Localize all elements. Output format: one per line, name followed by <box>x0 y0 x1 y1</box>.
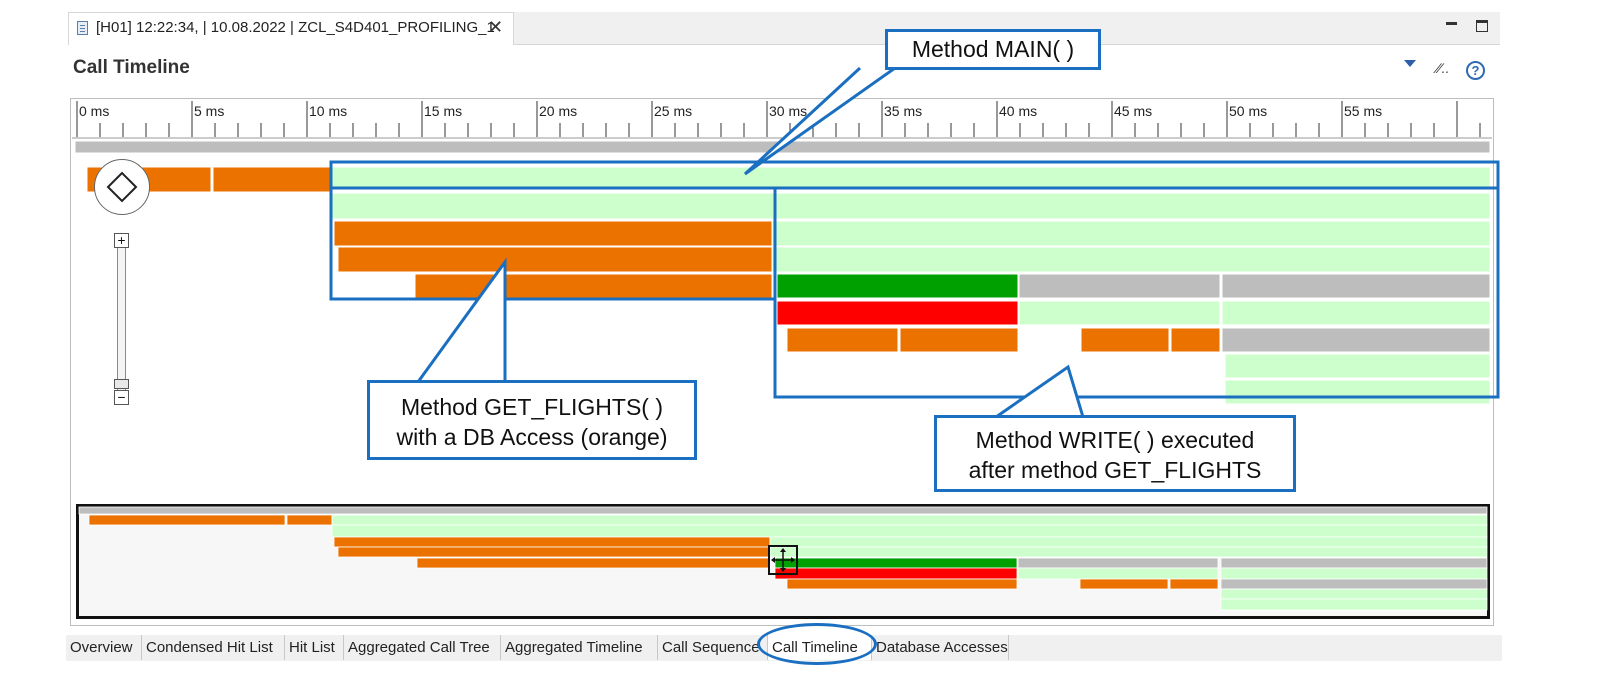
active-tab-highlight <box>757 623 877 665</box>
tab-condensed-hit-list[interactable]: Condensed Hit List <box>142 635 285 660</box>
ruler-label: 45 ms <box>1114 103 1152 119</box>
overview-bar <box>769 536 1488 548</box>
document-icon <box>77 21 88 35</box>
overview-bar <box>774 557 1018 569</box>
callout-get-flights-line1: Method GET_FLIGHTS( ) <box>400 394 663 420</box>
overview-bar <box>1220 588 1488 600</box>
ruler-label: 0 ms <box>79 103 109 119</box>
tab-database-accesses[interactable]: Database Accesses <box>872 635 1009 660</box>
overview-bar <box>1220 578 1488 590</box>
help-icon[interactable]: ? <box>1466 61 1485 80</box>
overview-bar <box>1220 557 1488 569</box>
tab-call-sequence[interactable]: Call Sequence <box>658 635 768 660</box>
close-icon[interactable]: ✕ <box>488 17 504 37</box>
overview-bar <box>786 578 1018 590</box>
tab-aggregated-call-tree[interactable]: Aggregated Call Tree <box>344 635 501 660</box>
overview-bar <box>774 567 1018 580</box>
zoom-in-button[interactable]: + <box>114 233 129 248</box>
overview-bar <box>88 514 286 526</box>
overview-bar <box>1169 578 1219 590</box>
tab-hit-list[interactable]: Hit List <box>285 635 344 660</box>
overview-bar <box>416 557 771 569</box>
zoom-out-button[interactable]: − <box>114 390 129 405</box>
minimize-icon[interactable] <box>1445 17 1459 31</box>
callout-main: Method MAIN( ) <box>885 29 1101 70</box>
maximize-icon[interactable] <box>1476 20 1488 32</box>
view-menu-icon[interactable] <box>1404 60 1416 67</box>
overview-bar <box>333 536 771 548</box>
callout-write: Method WRITE( ) executed after method GE… <box>934 415 1296 492</box>
editor-tab-title[interactable]: [H01] 12:22:34, | 10.08.2022 | ZCL_S4D40… <box>96 19 495 36</box>
callout-write-line2: after method GET_FLIGHTS <box>968 457 1262 483</box>
ruler-label: 10 ms <box>309 103 347 119</box>
zoom-slider-thumb[interactable] <box>114 379 129 389</box>
filter-icon[interactable]: ∕∕.. <box>1437 60 1450 76</box>
ruler-label: 55 ms <box>1344 103 1382 119</box>
overview-bar <box>1220 567 1488 580</box>
callout-get-flights: Method GET_FLIGHTS( ) with a DB Access (… <box>367 380 697 460</box>
callout-write-line1: Method WRITE( ) executed <box>975 427 1255 453</box>
tab-aggregated-timeline[interactable]: Aggregated Timeline <box>501 635 658 660</box>
ruler-label: 25 ms <box>654 103 692 119</box>
editor-tab[interactable] <box>68 12 514 45</box>
move-handle-icon[interactable] <box>768 545 798 575</box>
overview-bar <box>337 546 771 558</box>
timeline-bar <box>212 166 332 193</box>
ruler-label: 20 ms <box>539 103 577 119</box>
overview-bar <box>769 546 1488 558</box>
ruler-label: 50 ms <box>1229 103 1267 119</box>
ruler-label: 5 ms <box>194 103 224 119</box>
overview-bar <box>1220 598 1488 611</box>
overview-bar <box>331 514 1488 526</box>
pan-arrows-icon <box>106 171 138 203</box>
overview-bar <box>1079 578 1169 590</box>
callout-get-flights-line2: with a DB Access (orange) <box>396 424 668 450</box>
callout-main-text: Method MAIN( ) <box>911 36 1075 62</box>
tab-overview[interactable]: Overview <box>66 635 142 660</box>
page-title: Call Timeline <box>73 57 190 78</box>
overview-bar <box>78 506 1488 515</box>
ruler-label: 15 ms <box>424 103 462 119</box>
overview-bar <box>286 514 333 526</box>
overview-bar <box>331 524 1488 538</box>
pan-navigator[interactable] <box>94 159 150 215</box>
overview-bar <box>1017 567 1219 580</box>
ruler-label: 40 ms <box>999 103 1037 119</box>
overview-bar <box>1017 557 1219 569</box>
